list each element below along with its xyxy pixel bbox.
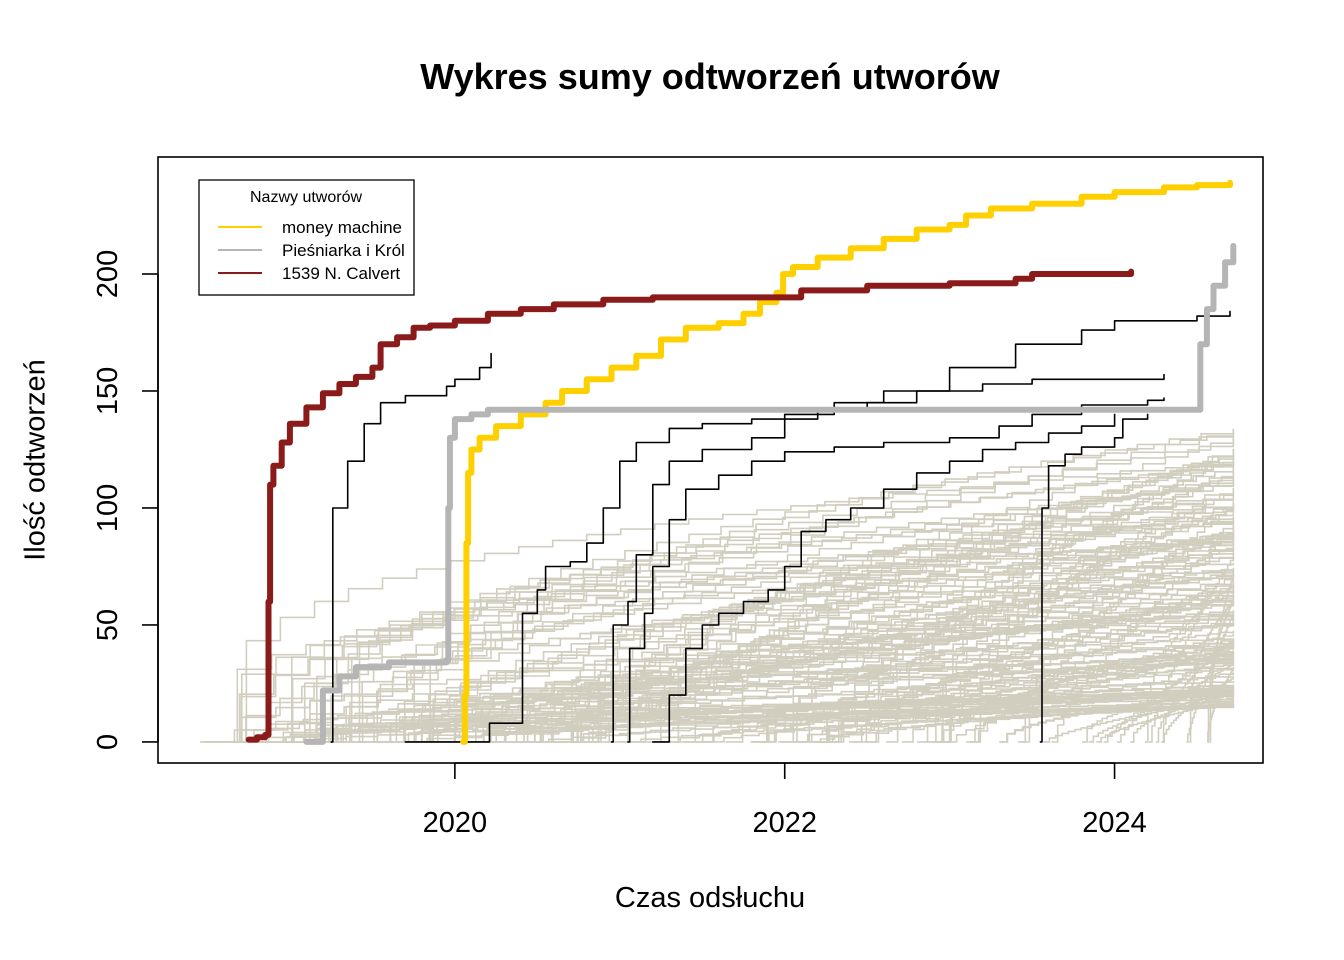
background-series-line — [1186, 612, 1235, 743]
background-series-line — [969, 575, 1235, 743]
background-series-line — [402, 516, 1235, 743]
background-series-line — [306, 587, 1235, 743]
highlighted-series-group — [245, 179, 1237, 745]
background-series-line — [401, 601, 1235, 743]
x-axis: 2020 2022 2024 — [423, 762, 1147, 839]
background-series-line — [813, 452, 1235, 743]
series-line-unnamed — [330, 352, 492, 743]
y-tick-label: 0 — [92, 734, 124, 750]
background-series-line — [367, 657, 1235, 743]
background-series-line — [375, 653, 1235, 743]
x-axis-label: Czas odsłuchu — [614, 882, 806, 914]
legend: Nazwy utworów money machine Pieśniarka i… — [198, 179, 415, 296]
background-series-line — [203, 562, 1235, 743]
y-axis-label: Ilość odtworzeń — [19, 359, 52, 561]
background-series-line — [620, 706, 1235, 743]
background-series-line — [932, 523, 1235, 743]
y-axis: 0 50 100 150 200 — [92, 250, 159, 750]
background-series-line — [261, 641, 1235, 743]
x-tick-label: 2024 — [1082, 807, 1147, 839]
background-series-line — [516, 471, 1235, 743]
background-series-line — [1161, 677, 1235, 743]
background-series-line — [1189, 601, 1235, 743]
background-series-line — [465, 691, 1235, 743]
series-line-pies-niarka-i-kro-l — [303, 242, 1237, 745]
background-series-line — [282, 706, 1235, 743]
background-series-line — [376, 489, 1235, 743]
background-series-line — [1022, 545, 1235, 743]
y-tick-label: 100 — [92, 484, 124, 532]
series-line-unnamed — [652, 413, 1116, 743]
background-series-line — [385, 462, 1235, 743]
background-series-line — [259, 541, 1235, 743]
background-series-line — [519, 552, 1235, 743]
background-series-line — [1161, 640, 1235, 743]
background-series-line — [278, 478, 1235, 743]
background-series-line — [676, 467, 1235, 743]
background-series-line — [758, 668, 1235, 743]
background-series-line — [329, 505, 1235, 743]
background-series-line — [503, 614, 1235, 743]
background-series-line — [347, 519, 1235, 743]
background-series-line — [205, 481, 1235, 743]
x-tick-label: 2022 — [752, 807, 817, 839]
series-line-unnamed — [627, 397, 1165, 743]
background-series-line — [812, 553, 1235, 743]
background-series-line — [292, 691, 1235, 743]
background-series-line — [361, 645, 1235, 743]
y-tick-label: 150 — [92, 367, 124, 415]
series-line-unnamed — [1039, 413, 1149, 743]
series-line-unnamed — [610, 310, 1231, 743]
background-series-line — [491, 705, 1235, 743]
legend-title: Nazwy utworów — [250, 189, 362, 206]
background-series-line — [932, 458, 1235, 743]
legend-box — [198, 179, 415, 296]
background-series-line — [554, 436, 1235, 743]
background-series-line — [305, 531, 1235, 743]
background-series-group — [200, 428, 1235, 743]
x-tick-label: 2020 — [423, 807, 488, 839]
y-tick-label: 200 — [92, 250, 124, 298]
legend-label-1539-n-calvert: 1539 N. Calvert — [282, 264, 400, 283]
background-series-line — [576, 576, 1235, 743]
background-series-line — [212, 462, 1235, 743]
legend-label-money-machine: money machine — [282, 218, 402, 237]
background-series-line — [1043, 697, 1235, 743]
series-line-1539-n-calvert — [245, 268, 1135, 743]
y-tick-label: 50 — [92, 609, 124, 641]
background-series-line — [941, 490, 1235, 743]
background-series-line — [886, 472, 1235, 743]
background-series-line — [866, 568, 1235, 743]
background-series-line — [579, 459, 1235, 743]
series-line-unnamed — [404, 373, 1165, 743]
chart-title: Wykres sumy odtworzeń utworów — [420, 56, 1000, 97]
background-series-line — [528, 610, 1235, 743]
legend-label-piesniarka-i-krol: Pieśniarka i Król — [282, 241, 405, 260]
series-line-money-machine — [460, 179, 1233, 745]
background-series-line — [696, 675, 1235, 743]
background-series-line — [441, 638, 1235, 743]
